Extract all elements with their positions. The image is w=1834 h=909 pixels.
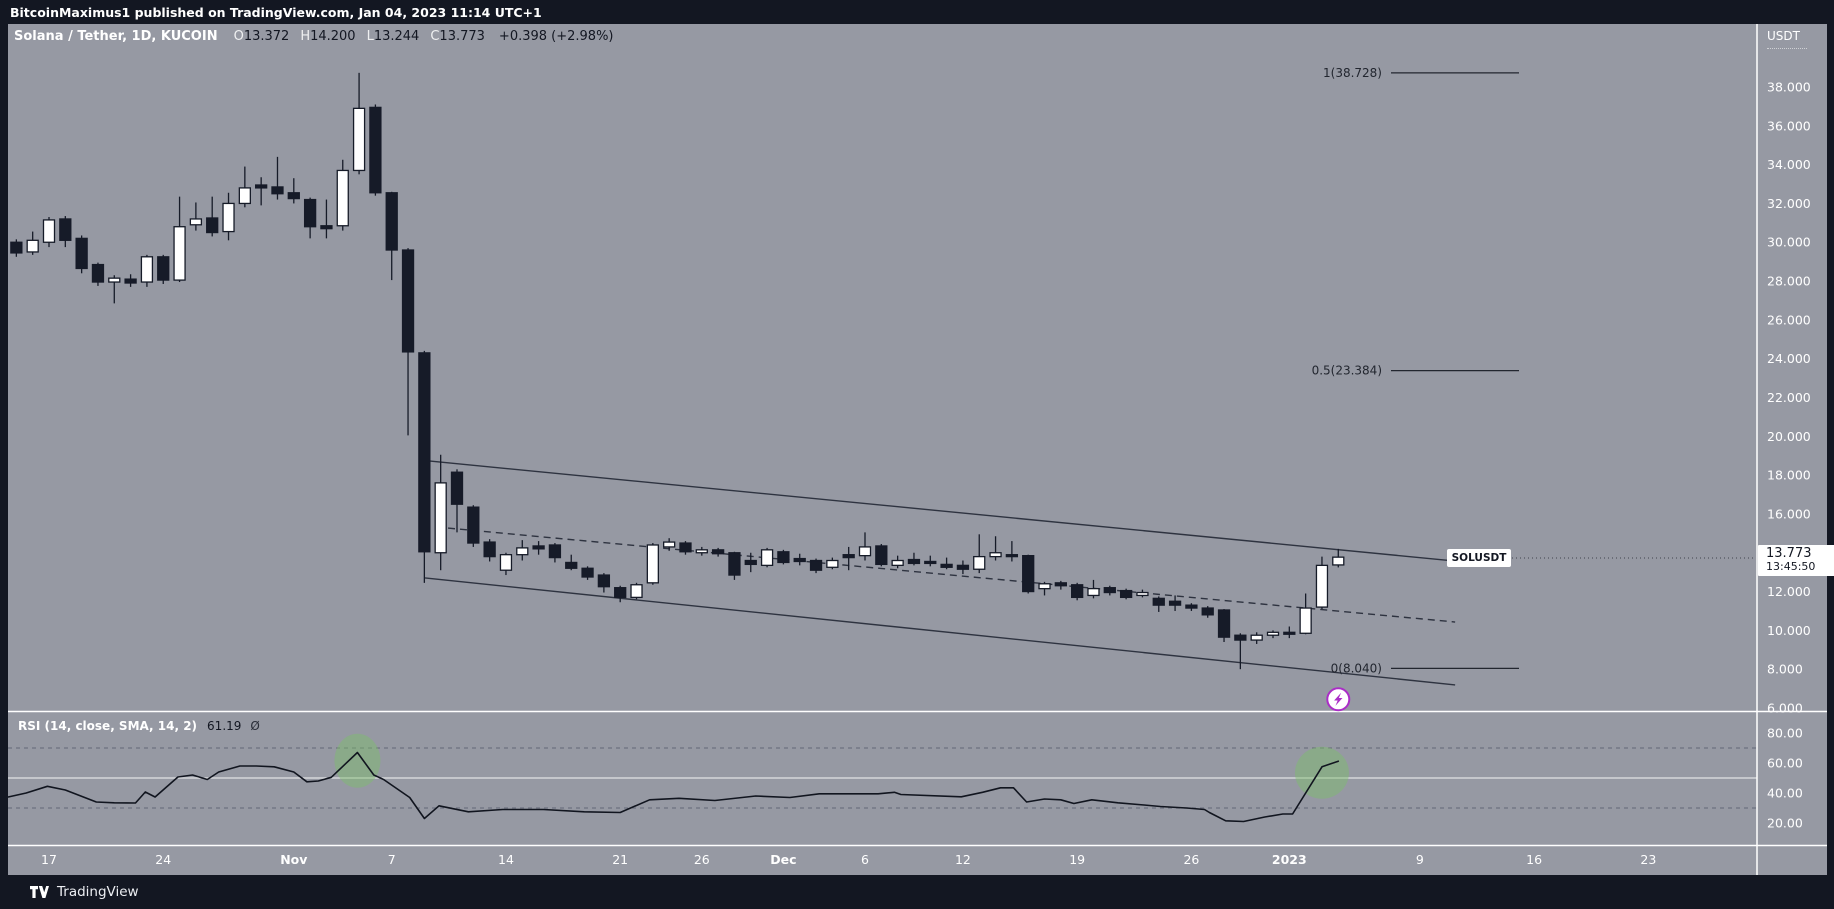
rsi-title[interactable]: RSI (14, close, SMA, 14, 2) [18,719,198,733]
ohlc-values: O13.372 H14.200 L13.244 C13.773 [234,29,496,44]
symbol-header: Solana / Tether, 1D, KUCOIN O13.372 H14.2… [14,29,614,44]
publish-bar-text: BitcoinMaximus1 published on TradingView… [10,5,542,20]
rsi-avg-symbol: Ø [250,719,260,733]
symbol-title[interactable]: Solana / Tether, 1D, KUCOIN [14,29,218,44]
right-frame-strip [1827,24,1834,875]
price-source-tag[interactable]: SOLUSDT [1447,549,1511,567]
currency-scale-underline [1767,48,1807,49]
rsi-value: 61.19 [207,719,242,733]
tradingview-logo-icon[interactable] [30,884,49,900]
ohlc-pair: H14.200 [300,29,356,44]
ohlc-pair: C13.773 [430,29,485,44]
footer-bar: TradingView [0,875,1834,909]
last-price-value: 13.773 [1766,546,1812,561]
rsi-header: RSI (14, close, SMA, 14, 2) 61.19 Ø [18,719,260,733]
currency-scale-label[interactable]: USDT [1767,29,1800,43]
left-frame-strip [0,24,8,875]
bar-countdown: 13:45:50 [1766,560,1816,573]
price-change: +0.398 (+2.98%) [498,29,614,44]
ohlc-pair: L13.244 [366,29,420,44]
publish-bar: BitcoinMaximus1 published on TradingView… [0,0,1834,24]
last-price-axis-label: 13.773 13:45:50 [1758,545,1834,576]
footer-brand-text[interactable]: TradingView [57,884,139,900]
chart-background[interactable] [8,24,1827,875]
ohlc-pair: O13.372 [233,29,290,44]
